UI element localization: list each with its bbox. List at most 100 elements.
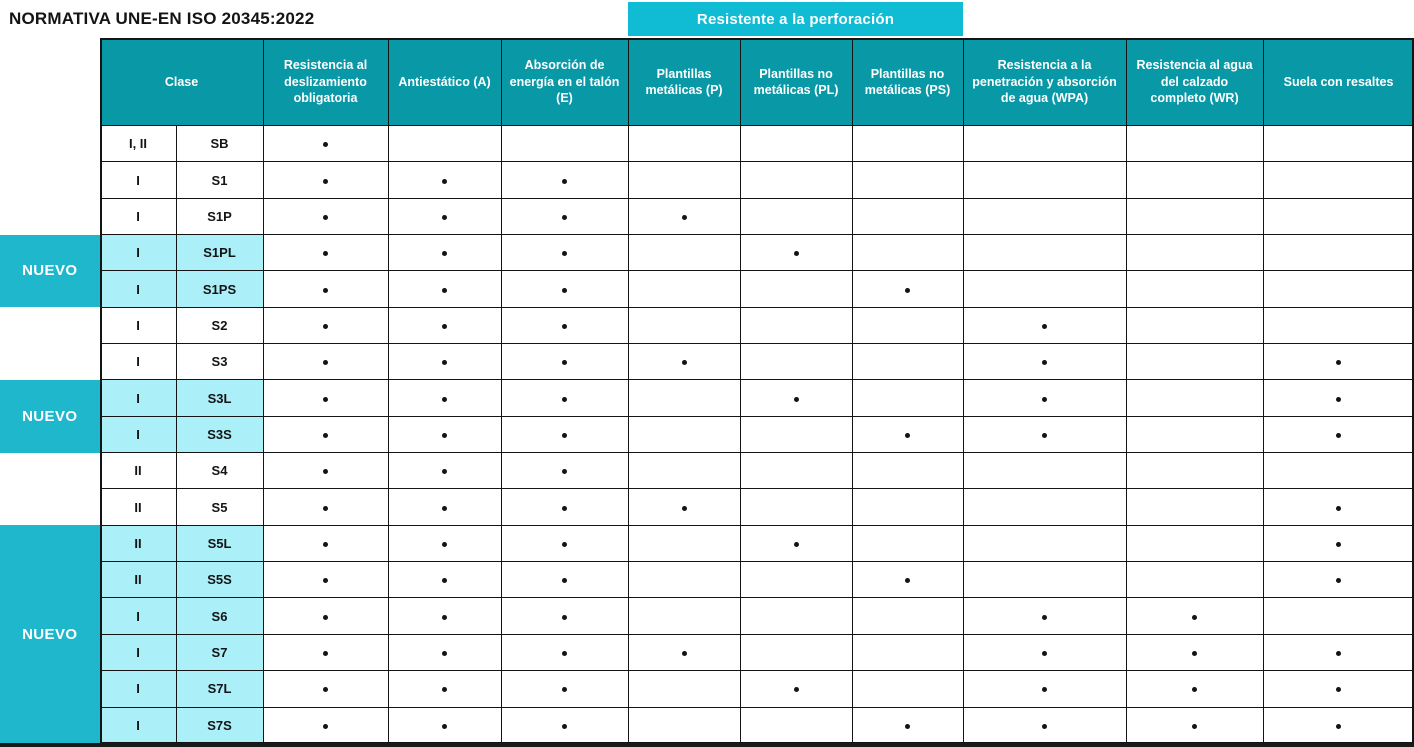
dot [323, 542, 329, 548]
mark-cell-slip [262, 161, 389, 199]
dot [562, 687, 568, 693]
dot [1336, 578, 1342, 584]
table-row-s6: I S6 [0, 597, 1414, 635]
clase-cell: I [99, 234, 177, 272]
table-row-s7: I S7 [0, 633, 1414, 672]
table-row-s3: I S3 [0, 343, 1414, 381]
mark-cell-wr [1125, 597, 1264, 635]
col-header-e: Absorción de energía en el talón (E) [500, 38, 629, 126]
mark-cell-ps [851, 488, 964, 526]
mark-cell-ps [851, 197, 964, 236]
code-cell: S7 [175, 633, 264, 672]
dot [323, 178, 329, 184]
dot [562, 432, 568, 438]
mark-cell-pl [739, 415, 853, 454]
mark-cell-wpa [962, 343, 1127, 381]
code-cell: S4 [175, 452, 264, 490]
mark-cell-a [387, 270, 502, 308]
dot [442, 578, 448, 584]
mark-cell-pl [739, 124, 853, 163]
table-row-s3s: I S3S [0, 415, 1414, 454]
dot [562, 251, 568, 257]
code-cell: S7L [175, 670, 264, 708]
dot [442, 323, 448, 329]
mark-cell-ps [851, 524, 964, 563]
mark-cell-p [627, 306, 741, 345]
dot [323, 323, 329, 329]
mark-cell-pl [739, 306, 853, 345]
dot [793, 687, 799, 693]
clase-cell: I [99, 343, 177, 381]
nuevo-badge: NUEVO [0, 234, 100, 308]
dot [1336, 432, 1342, 438]
mark-cell-lug [1262, 706, 1414, 744]
dot [323, 687, 329, 693]
dot [1336, 505, 1342, 511]
mark-cell-lug [1262, 415, 1414, 454]
code-cell: S1PS [175, 270, 264, 308]
mark-cell-a [387, 706, 502, 744]
col-header-lug: Suela con resaltes [1262, 38, 1414, 126]
gutter-cell [0, 307, 100, 344]
mark-cell-slip [262, 343, 389, 381]
dot [442, 687, 448, 693]
mark-cell-a [387, 197, 502, 236]
dot [1336, 360, 1342, 366]
table-row-s7l: I S7L [0, 670, 1414, 708]
gutter-cell [0, 343, 100, 380]
mark-cell-pl [739, 452, 853, 490]
mark-cell-wpa [962, 488, 1127, 526]
dot [323, 578, 329, 584]
code-cell: S2 [175, 306, 264, 345]
table-row-s7s: I S7S [0, 706, 1414, 744]
mark-cell-slip [262, 524, 389, 563]
clase-cell: I [99, 633, 177, 672]
dot [442, 287, 448, 293]
code-cell: S5S [175, 561, 264, 599]
mark-cell-e [500, 524, 629, 563]
mark-cell-e [500, 415, 629, 454]
dot [1042, 614, 1048, 620]
mark-cell-a [387, 561, 502, 599]
mark-cell-lug [1262, 343, 1414, 381]
dot [562, 178, 568, 184]
mark-cell-wpa [962, 124, 1127, 163]
table-row-s4: II S4 [0, 452, 1414, 490]
mark-cell-a [387, 379, 502, 417]
mark-cell-ps [851, 306, 964, 345]
mark-cell-lug [1262, 234, 1414, 272]
mark-cell-slip [262, 706, 389, 744]
mark-cell-slip [262, 379, 389, 417]
mark-cell-slip [262, 670, 389, 708]
col-header-slip: Resistencia al deslizamiento obligatoria [262, 38, 389, 126]
mark-cell-lug [1262, 270, 1414, 308]
mark-cell-pl [739, 670, 853, 708]
dot [442, 614, 448, 620]
mark-cell-a [387, 670, 502, 708]
mark-cell-wr [1125, 343, 1264, 381]
mark-cell-pl [739, 488, 853, 526]
dot [562, 505, 568, 511]
mark-cell-e [500, 633, 629, 672]
dot [442, 251, 448, 257]
mark-cell-e [500, 306, 629, 345]
code-cell: S1 [175, 161, 264, 199]
dot [562, 651, 568, 657]
mark-cell-pl [739, 234, 853, 272]
code-cell: S7S [175, 706, 264, 744]
mark-cell-wpa [962, 161, 1127, 199]
mark-cell-a [387, 415, 502, 454]
mark-cell-pl [739, 161, 853, 199]
mark-cell-wr [1125, 633, 1264, 672]
mark-cell-e [500, 561, 629, 599]
mark-cell-a [387, 343, 502, 381]
mark-cell-ps [851, 379, 964, 417]
mark-cell-wpa [962, 597, 1127, 635]
mark-cell-wr [1125, 415, 1264, 454]
iso-20345-table: Clase Resistencia al deslizamiento oblig… [0, 38, 1414, 744]
mark-cell-wpa [962, 197, 1127, 236]
mark-cell-e [500, 379, 629, 417]
code-cell: S3S [175, 415, 264, 454]
dot [442, 651, 448, 657]
